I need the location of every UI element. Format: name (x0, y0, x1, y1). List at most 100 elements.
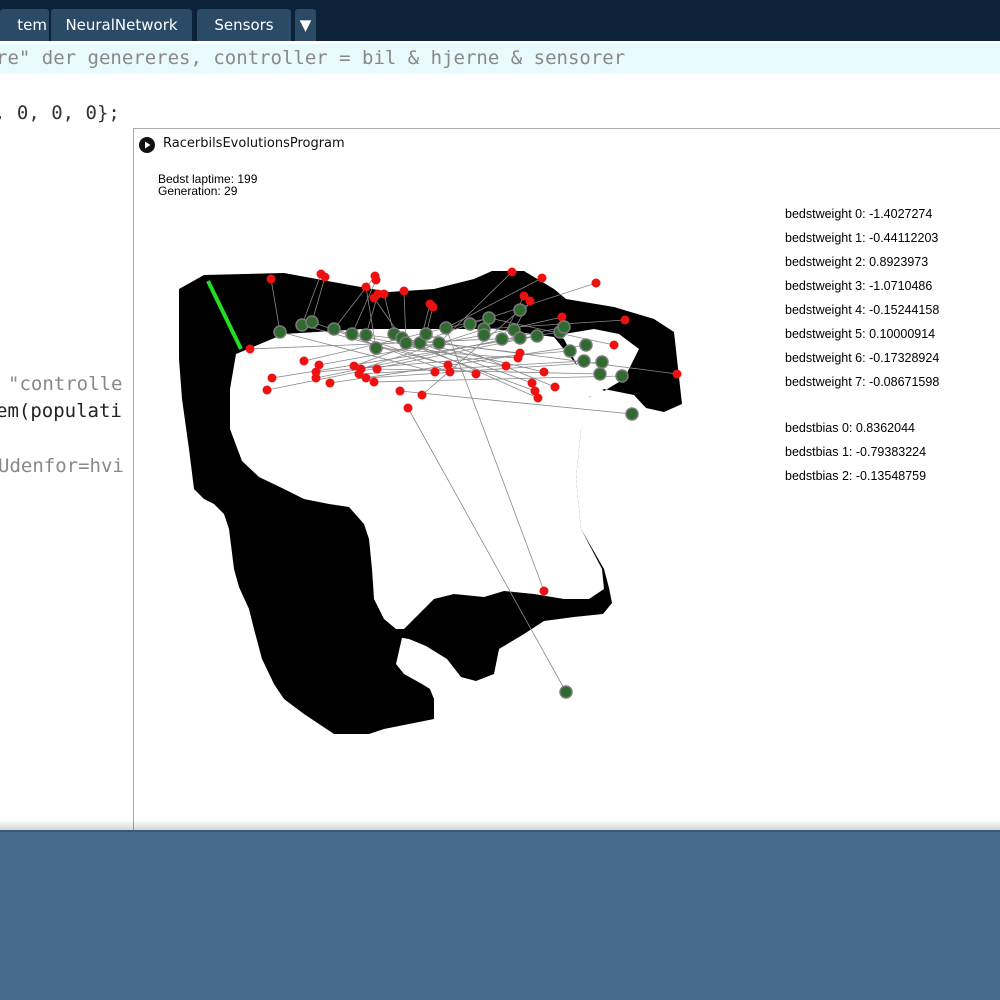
sensor-dot (527, 378, 537, 388)
sensor-dot (372, 364, 382, 374)
sensor-ray (318, 334, 485, 366)
sensor-ray (373, 375, 623, 383)
car (593, 367, 607, 381)
car (273, 325, 287, 339)
car (530, 329, 544, 343)
code-line[interactable]: Udenfor=hvi (0, 455, 124, 477)
sensor-ray (445, 327, 545, 592)
car (563, 344, 577, 358)
tab-menu-dropdown-icon[interactable]: ▼ (295, 9, 316, 41)
car (625, 407, 639, 421)
sensor-dot (311, 367, 321, 377)
finish-line (206, 280, 243, 350)
sensor-dot (417, 390, 427, 400)
code-line[interactable]: "controlle (8, 373, 123, 395)
car (595, 355, 609, 369)
sensor-dot (320, 272, 330, 282)
sensor-dot (325, 378, 335, 388)
sensor-dot (591, 278, 601, 288)
sensor-dot (245, 344, 255, 354)
car (615, 369, 629, 383)
car (513, 303, 527, 317)
sensor-dot (445, 367, 455, 377)
sensor-dot (557, 312, 567, 322)
sensor-dot (430, 367, 440, 377)
sensor-dot (371, 275, 381, 285)
sensor-dot (501, 361, 511, 371)
sensor-ray (407, 407, 567, 693)
sensor-ray (376, 368, 601, 375)
sensor-dot (672, 369, 682, 379)
code-line[interactable]: re" der genereres, controller = bil & hj… (0, 47, 626, 69)
car (345, 327, 359, 341)
sensor-dot (369, 293, 379, 303)
sensor-dot (513, 353, 523, 363)
car (477, 328, 491, 342)
sensor-dot (525, 296, 535, 306)
sensor-dot (399, 286, 409, 296)
car (559, 685, 573, 699)
car (327, 322, 341, 336)
sensor-ray (488, 317, 615, 346)
cars (273, 303, 639, 699)
sketch-title: RacerbilsEvolutionsProgram (163, 136, 345, 151)
best-weight-0: bedstweight 0: -1.4027274 (785, 207, 933, 221)
sensor-dot (349, 361, 359, 371)
best-bias-2: bedstbias 2: -0.13548759 (785, 469, 927, 483)
sensor-dot (443, 360, 453, 370)
sensor-ray (270, 278, 281, 333)
car (557, 320, 571, 334)
sensor-ray (383, 293, 395, 335)
sensor-dot (369, 377, 379, 387)
sensor-dot (539, 367, 549, 377)
car (463, 317, 477, 331)
sensor-ray (301, 273, 322, 326)
sensor-dot (533, 393, 543, 403)
ide-tab-bar: tem NeuralNetwork Sensors ▼ (0, 0, 1000, 41)
sensor-ray (405, 342, 536, 392)
tab-system[interactable]: tem (0, 9, 49, 41)
sensor-dot (403, 403, 413, 413)
sketch-title-bar[interactable]: RacerbilsEvolutionsProgram (134, 129, 1000, 161)
sensor-dot (314, 360, 324, 370)
sensor-dot (428, 302, 438, 312)
code-line[interactable]: em(populati (0, 400, 122, 422)
best-bias-1: bedstbias 1: -0.79383224 (785, 445, 927, 459)
tab-neural-network[interactable]: NeuralNetwork (51, 9, 192, 41)
car (419, 327, 433, 341)
car (305, 315, 319, 329)
best-weight-4: bedstweight 4: -0.15244158 (785, 303, 940, 317)
sensor-dot (361, 373, 371, 383)
sensor-ray (365, 361, 603, 379)
sensor-ray (445, 277, 543, 329)
car (495, 332, 509, 346)
best-weight-1: bedstweight 1: -0.44112203 (785, 231, 939, 245)
current-line-highlight (0, 44, 1000, 74)
sensor-dot (262, 385, 272, 395)
car (359, 328, 373, 342)
sensor-ray (399, 390, 633, 415)
track-inner-hole (230, 329, 604, 629)
best-weight-7: bedstweight 7: -0.08671598 (785, 375, 940, 389)
sensor-dot (361, 282, 371, 292)
car (482, 311, 496, 325)
sensor-ray (438, 342, 678, 375)
tab-sensors[interactable]: Sensors (197, 9, 291, 41)
sketch-window[interactable]: RacerbilsEvolutionsProgram Bedst laptime… (133, 128, 1000, 830)
best-bias-0: bedstbias 0: 0.8362044 (785, 421, 915, 435)
sensor-ray (483, 316, 563, 336)
sensor-dot (507, 267, 517, 277)
sensor-dot (539, 586, 549, 596)
car (369, 341, 383, 355)
sensor-ray (425, 333, 556, 388)
code-line[interactable]: , 0, 0, 0}; (0, 102, 120, 124)
sensor-dot (519, 291, 529, 301)
best-weight-5: bedstweight 5: 0.10000914 (785, 327, 936, 341)
car (513, 331, 527, 345)
sensor-dot (530, 386, 540, 396)
sensor-dot (537, 273, 547, 283)
car (439, 321, 453, 335)
play-icon (139, 137, 155, 153)
sensor-ray (249, 337, 521, 350)
sensor-ray (279, 331, 436, 373)
